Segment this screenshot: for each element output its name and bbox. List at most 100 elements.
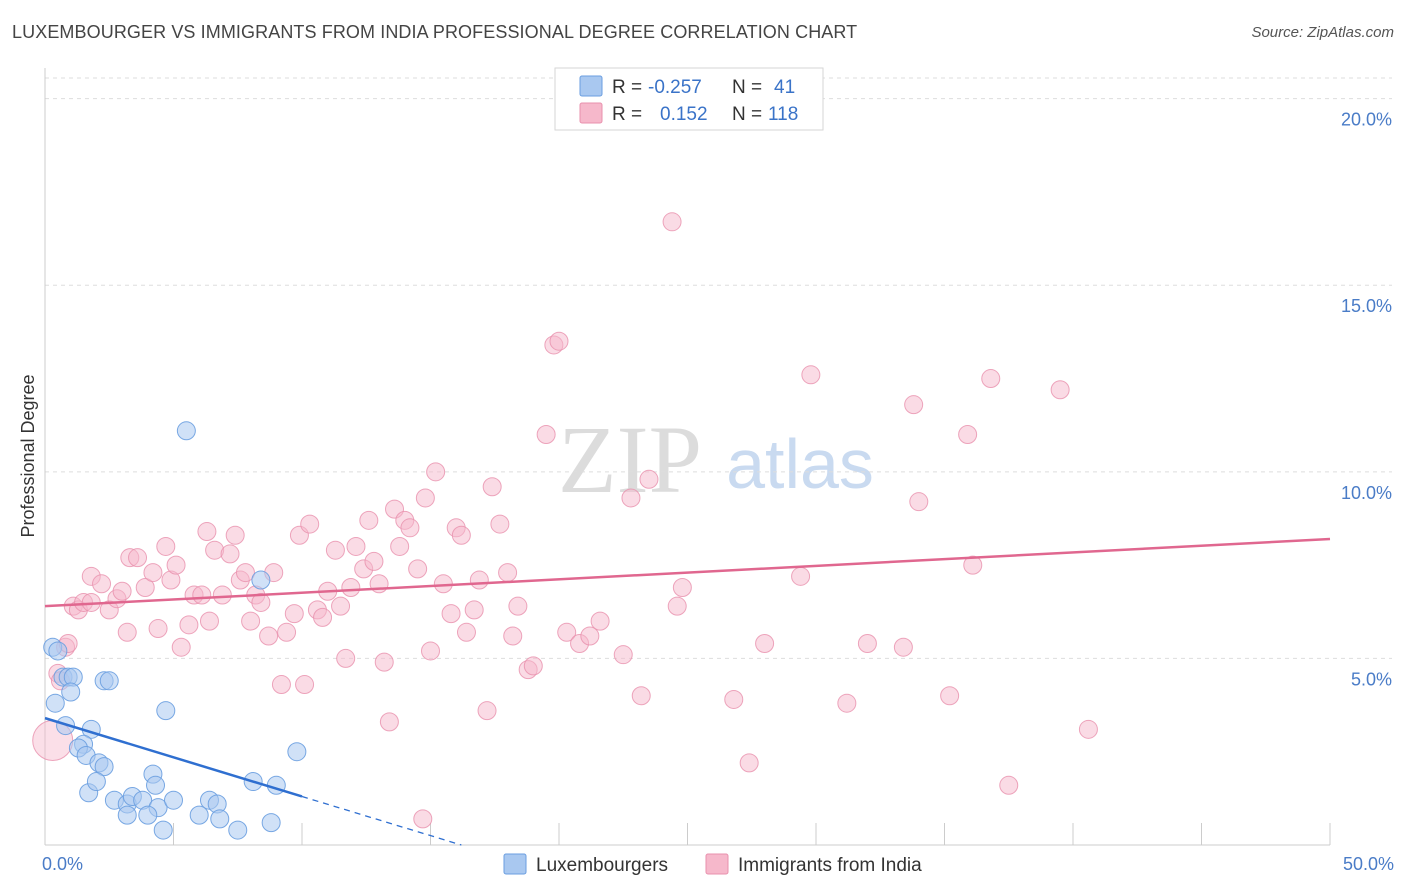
luxembourger-point-29: [164, 790, 183, 810]
y-axis-label: Professional Degree: [18, 374, 38, 537]
india-point-23: [171, 637, 191, 657]
luxembourger-points: [43, 421, 307, 840]
legend-swatch-pink: [579, 102, 603, 124]
india-point-42: [284, 604, 304, 624]
luxembourger-point-21: [86, 772, 106, 792]
india-point-85: [549, 331, 569, 351]
india-point-34: [235, 563, 255, 583]
india-point-80: [508, 596, 528, 616]
luxembourger-point-33: [138, 805, 158, 825]
luxembourger-point-37: [228, 820, 248, 840]
india-point-101: [801, 365, 821, 385]
india-point-18: [143, 563, 163, 583]
y-tick-label-3: 20.0%: [1341, 110, 1392, 130]
india-point-100: [791, 566, 811, 586]
india-point-104: [893, 637, 913, 657]
series-legend-label-pink: Immigrants from India: [738, 855, 922, 876]
india-point-41: [277, 622, 297, 642]
luxembourger-point-35: [189, 805, 209, 825]
india-point-58: [374, 652, 394, 672]
y-tick-label-2: 15.0%: [1341, 296, 1392, 316]
india-points: [32, 212, 1098, 829]
india-point-27: [197, 522, 217, 542]
india-point-99: [755, 633, 775, 653]
india-point-86: [557, 622, 577, 642]
x-tick-label-1: 50.0%: [1343, 854, 1394, 874]
series-legend-label-blue: Luxembourgers: [536, 855, 668, 876]
india-point-102: [837, 693, 857, 713]
india-point-35: [241, 611, 261, 631]
luxembourger-point-5: [61, 682, 81, 702]
india-point-44: [295, 675, 315, 695]
india-point-55: [359, 510, 379, 530]
luxembourger-point-32: [117, 805, 137, 825]
india-point-56: [364, 551, 384, 571]
x-tick-label-0: 0.0%: [42, 854, 83, 874]
luxembourger-point-27: [146, 775, 166, 795]
india-point-65: [415, 488, 435, 508]
india-point-32: [225, 525, 245, 545]
india-point-77: [490, 514, 510, 534]
india-point-92: [631, 686, 651, 706]
india-point-76: [482, 477, 502, 497]
luxembourger-point-17: [176, 421, 196, 441]
luxembourger-point-39: [261, 813, 281, 833]
india-point-103: [857, 633, 877, 653]
legend-swatch-blue: [579, 75, 603, 97]
india-point-47: [313, 607, 333, 627]
india-point-16: [128, 548, 148, 568]
india-point-26: [192, 585, 212, 605]
india-point-73: [464, 600, 484, 620]
legend-r-label-1: R =: [612, 77, 642, 98]
luxembourger-point-16: [156, 701, 176, 721]
legend-n-value-2: 118: [768, 104, 798, 125]
india-point-50: [331, 596, 351, 616]
india-point-107: [940, 686, 960, 706]
india-point-75: [477, 701, 497, 721]
legend-r-value-1: -0.257: [648, 77, 702, 98]
india-point-83: [536, 425, 556, 445]
luxembourger-point-34: [153, 820, 173, 840]
india-point-38: [259, 626, 279, 646]
india-point-112: [1050, 380, 1070, 400]
india-point-88: [580, 626, 600, 646]
india-point-111: [999, 775, 1019, 795]
y-tick-label-1: 10.0%: [1341, 483, 1392, 503]
india-point-93: [639, 469, 659, 489]
luxembourger-point-18: [251, 570, 271, 590]
india-point-24: [179, 615, 199, 635]
india-point-49: [325, 540, 345, 560]
legend-n-value-1: 41: [774, 77, 795, 98]
luxembourger-point-15: [94, 757, 114, 777]
india-point-110: [981, 369, 1001, 389]
india-point-71: [451, 525, 471, 545]
y-tick-label-0: 5.0%: [1351, 669, 1392, 689]
india-point-94: [662, 212, 682, 232]
india-point-19: [148, 619, 168, 639]
trend-lines: [44, 537, 1331, 846]
india-point-63: [400, 518, 420, 538]
legend-n-label-1: N =: [732, 77, 762, 98]
india-point-30: [212, 585, 232, 605]
india-point-13: [112, 581, 132, 601]
luxembourger-trend-line: [44, 716, 303, 798]
india-point-37: [251, 592, 271, 612]
india-point-95: [667, 596, 687, 616]
legend-n-label-2: N =: [732, 104, 762, 125]
india-point-79: [503, 626, 523, 646]
india-point-114: [413, 809, 433, 829]
india-point-28: [199, 611, 219, 631]
india-point-91: [621, 488, 641, 508]
watermark: ZIP atlas: [558, 406, 874, 513]
india-point-74: [469, 570, 489, 590]
x-ticks: [173, 823, 1331, 845]
india-point-108: [958, 425, 978, 445]
india-point-69: [441, 604, 461, 624]
luxembourger-trend-extension: [301, 795, 462, 846]
india-point-53: [346, 536, 366, 556]
india-point-97: [724, 689, 744, 709]
india-point-90: [613, 645, 633, 665]
india-point-98: [739, 753, 759, 773]
india-point-59: [379, 712, 399, 732]
